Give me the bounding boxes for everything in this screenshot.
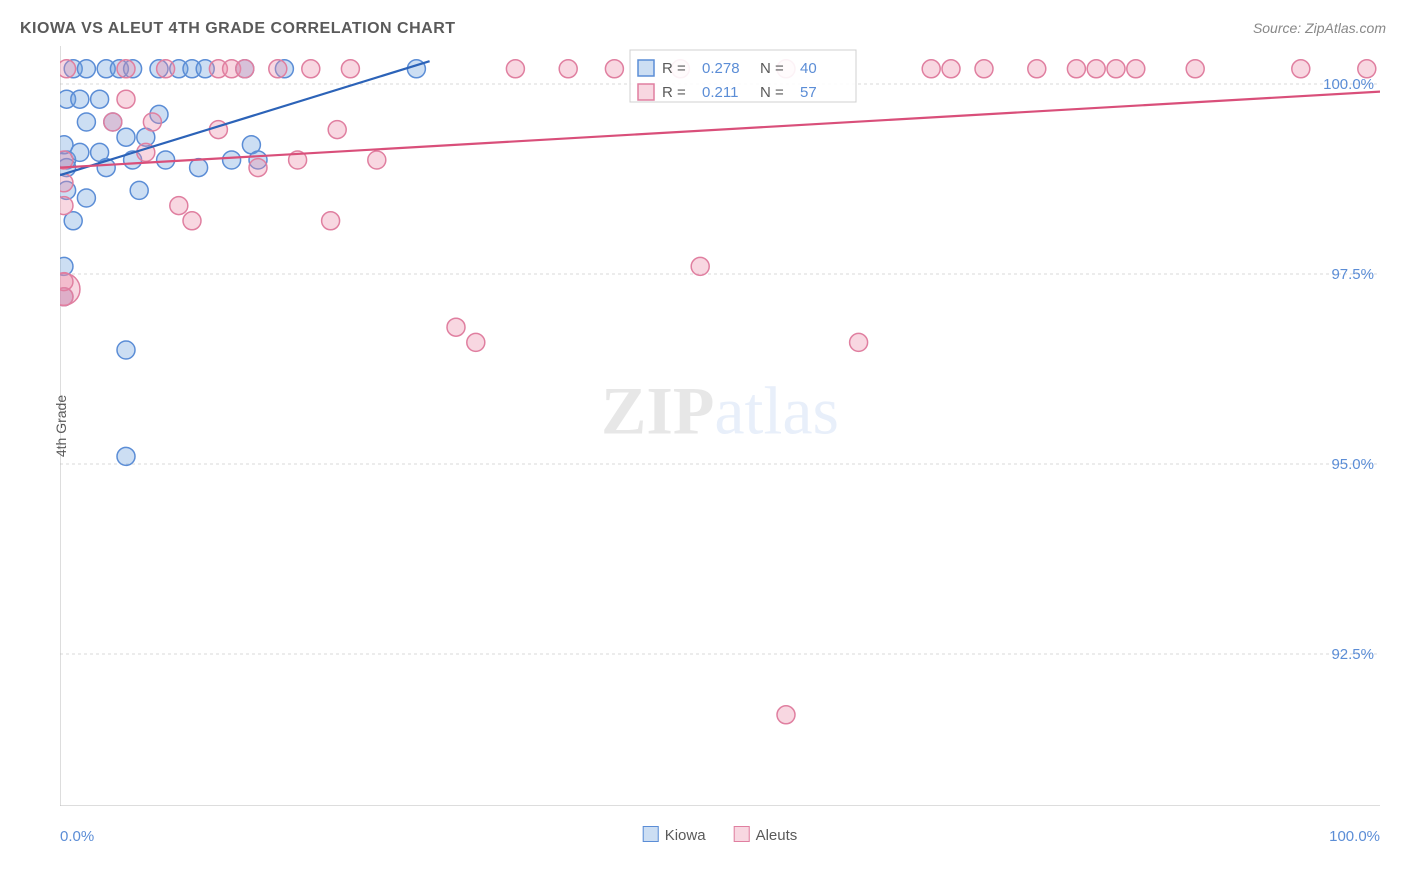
data-point: [60, 273, 73, 291]
y-tick-label: 97.5%: [1331, 266, 1374, 283]
data-point: [467, 333, 485, 351]
data-point: [1107, 60, 1125, 78]
legend-item: Kiowa: [643, 826, 706, 844]
data-point: [1067, 60, 1085, 78]
trend-line: [60, 92, 1380, 168]
data-point: [269, 60, 287, 78]
legend-swatch: [638, 84, 654, 100]
y-axis-label: 4th Grade: [53, 395, 69, 457]
data-point: [117, 60, 135, 78]
x-axis-labels: 0.0% KiowaAleuts 100.0%: [60, 810, 1380, 840]
y-tick-label: 95.0%: [1331, 456, 1374, 473]
data-point: [249, 159, 267, 177]
legend-r-label: R =: [662, 84, 686, 101]
data-point: [605, 60, 623, 78]
legend-swatch: [643, 826, 659, 842]
data-point: [850, 333, 868, 351]
data-point: [1127, 60, 1145, 78]
data-point: [559, 60, 577, 78]
data-point: [236, 60, 254, 78]
data-point: [60, 174, 73, 192]
data-point: [1028, 60, 1046, 78]
data-point: [117, 447, 135, 465]
data-point: [117, 128, 135, 146]
chart-container: KIOWA VS ALEUT 4TH GRADE CORRELATION CHA…: [20, 20, 1386, 872]
y-tick-label: 100.0%: [1323, 76, 1374, 93]
data-point: [506, 60, 524, 78]
legend-swatch: [638, 60, 654, 76]
data-point: [223, 151, 241, 169]
chart-title: KIOWA VS ALEUT 4TH GRADE CORRELATION CHA…: [20, 20, 456, 38]
legend-n-value: 57: [800, 84, 817, 101]
legend-r-value: 0.278: [702, 60, 740, 77]
data-point: [143, 113, 161, 131]
data-point: [1186, 60, 1204, 78]
data-point: [183, 212, 201, 230]
source-label: Source: ZipAtlas.com: [1253, 20, 1386, 36]
data-point: [157, 151, 175, 169]
data-point: [975, 60, 993, 78]
data-point: [190, 159, 208, 177]
legend-bottom: Kiowa Aleuts: [643, 826, 798, 844]
data-point: [77, 189, 95, 207]
data-point: [447, 318, 465, 336]
y-tick-label: 92.5%: [1331, 646, 1374, 663]
data-point: [302, 60, 320, 78]
data-point: [130, 181, 148, 199]
legend-n-label: N =: [760, 60, 784, 77]
data-point: [117, 90, 135, 108]
data-point: [1358, 60, 1376, 78]
data-point: [1087, 60, 1105, 78]
data-point: [77, 60, 95, 78]
data-point: [157, 60, 175, 78]
legend-r-value: 0.211: [702, 84, 738, 101]
data-point: [77, 113, 95, 131]
data-point: [104, 113, 122, 131]
data-point: [91, 90, 109, 108]
data-point: [368, 151, 386, 169]
data-point: [71, 90, 89, 108]
data-point: [942, 60, 960, 78]
legend-n-value: 40: [800, 60, 817, 77]
title-row: KIOWA VS ALEUT 4TH GRADE CORRELATION CHA…: [20, 20, 1386, 38]
data-point: [322, 212, 340, 230]
legend-n-label: N =: [760, 84, 784, 101]
data-point: [1292, 60, 1310, 78]
x-axis-max-label: 100.0%: [1329, 828, 1380, 845]
data-point: [341, 60, 359, 78]
legend-r-label: R =: [662, 60, 686, 77]
data-point: [170, 197, 188, 215]
data-point: [117, 341, 135, 359]
scatter-plot: 92.5% 95.0% 97.5% 100.0% R = 0.278 N = 40 R = 0.2…: [60, 46, 1380, 806]
data-point: [328, 121, 346, 139]
data-point: [922, 60, 940, 78]
x-axis-min-label: 0.0%: [60, 828, 94, 845]
legend-item: Aleuts: [734, 826, 798, 844]
legend-swatch: [734, 826, 750, 842]
legend-box: R = 0.278 N = 40 R = 0.211 N = 57: [630, 50, 856, 102]
legend-label: Kiowa: [665, 827, 706, 844]
data-point: [60, 197, 73, 215]
data-point: [691, 257, 709, 275]
plot-area: 4th Grade ZIPatlas 92.5%95.0%97.5%100.0%…: [60, 46, 1380, 806]
legend-label: Aleuts: [756, 827, 798, 844]
data-point: [777, 706, 795, 724]
data-point: [60, 60, 76, 78]
